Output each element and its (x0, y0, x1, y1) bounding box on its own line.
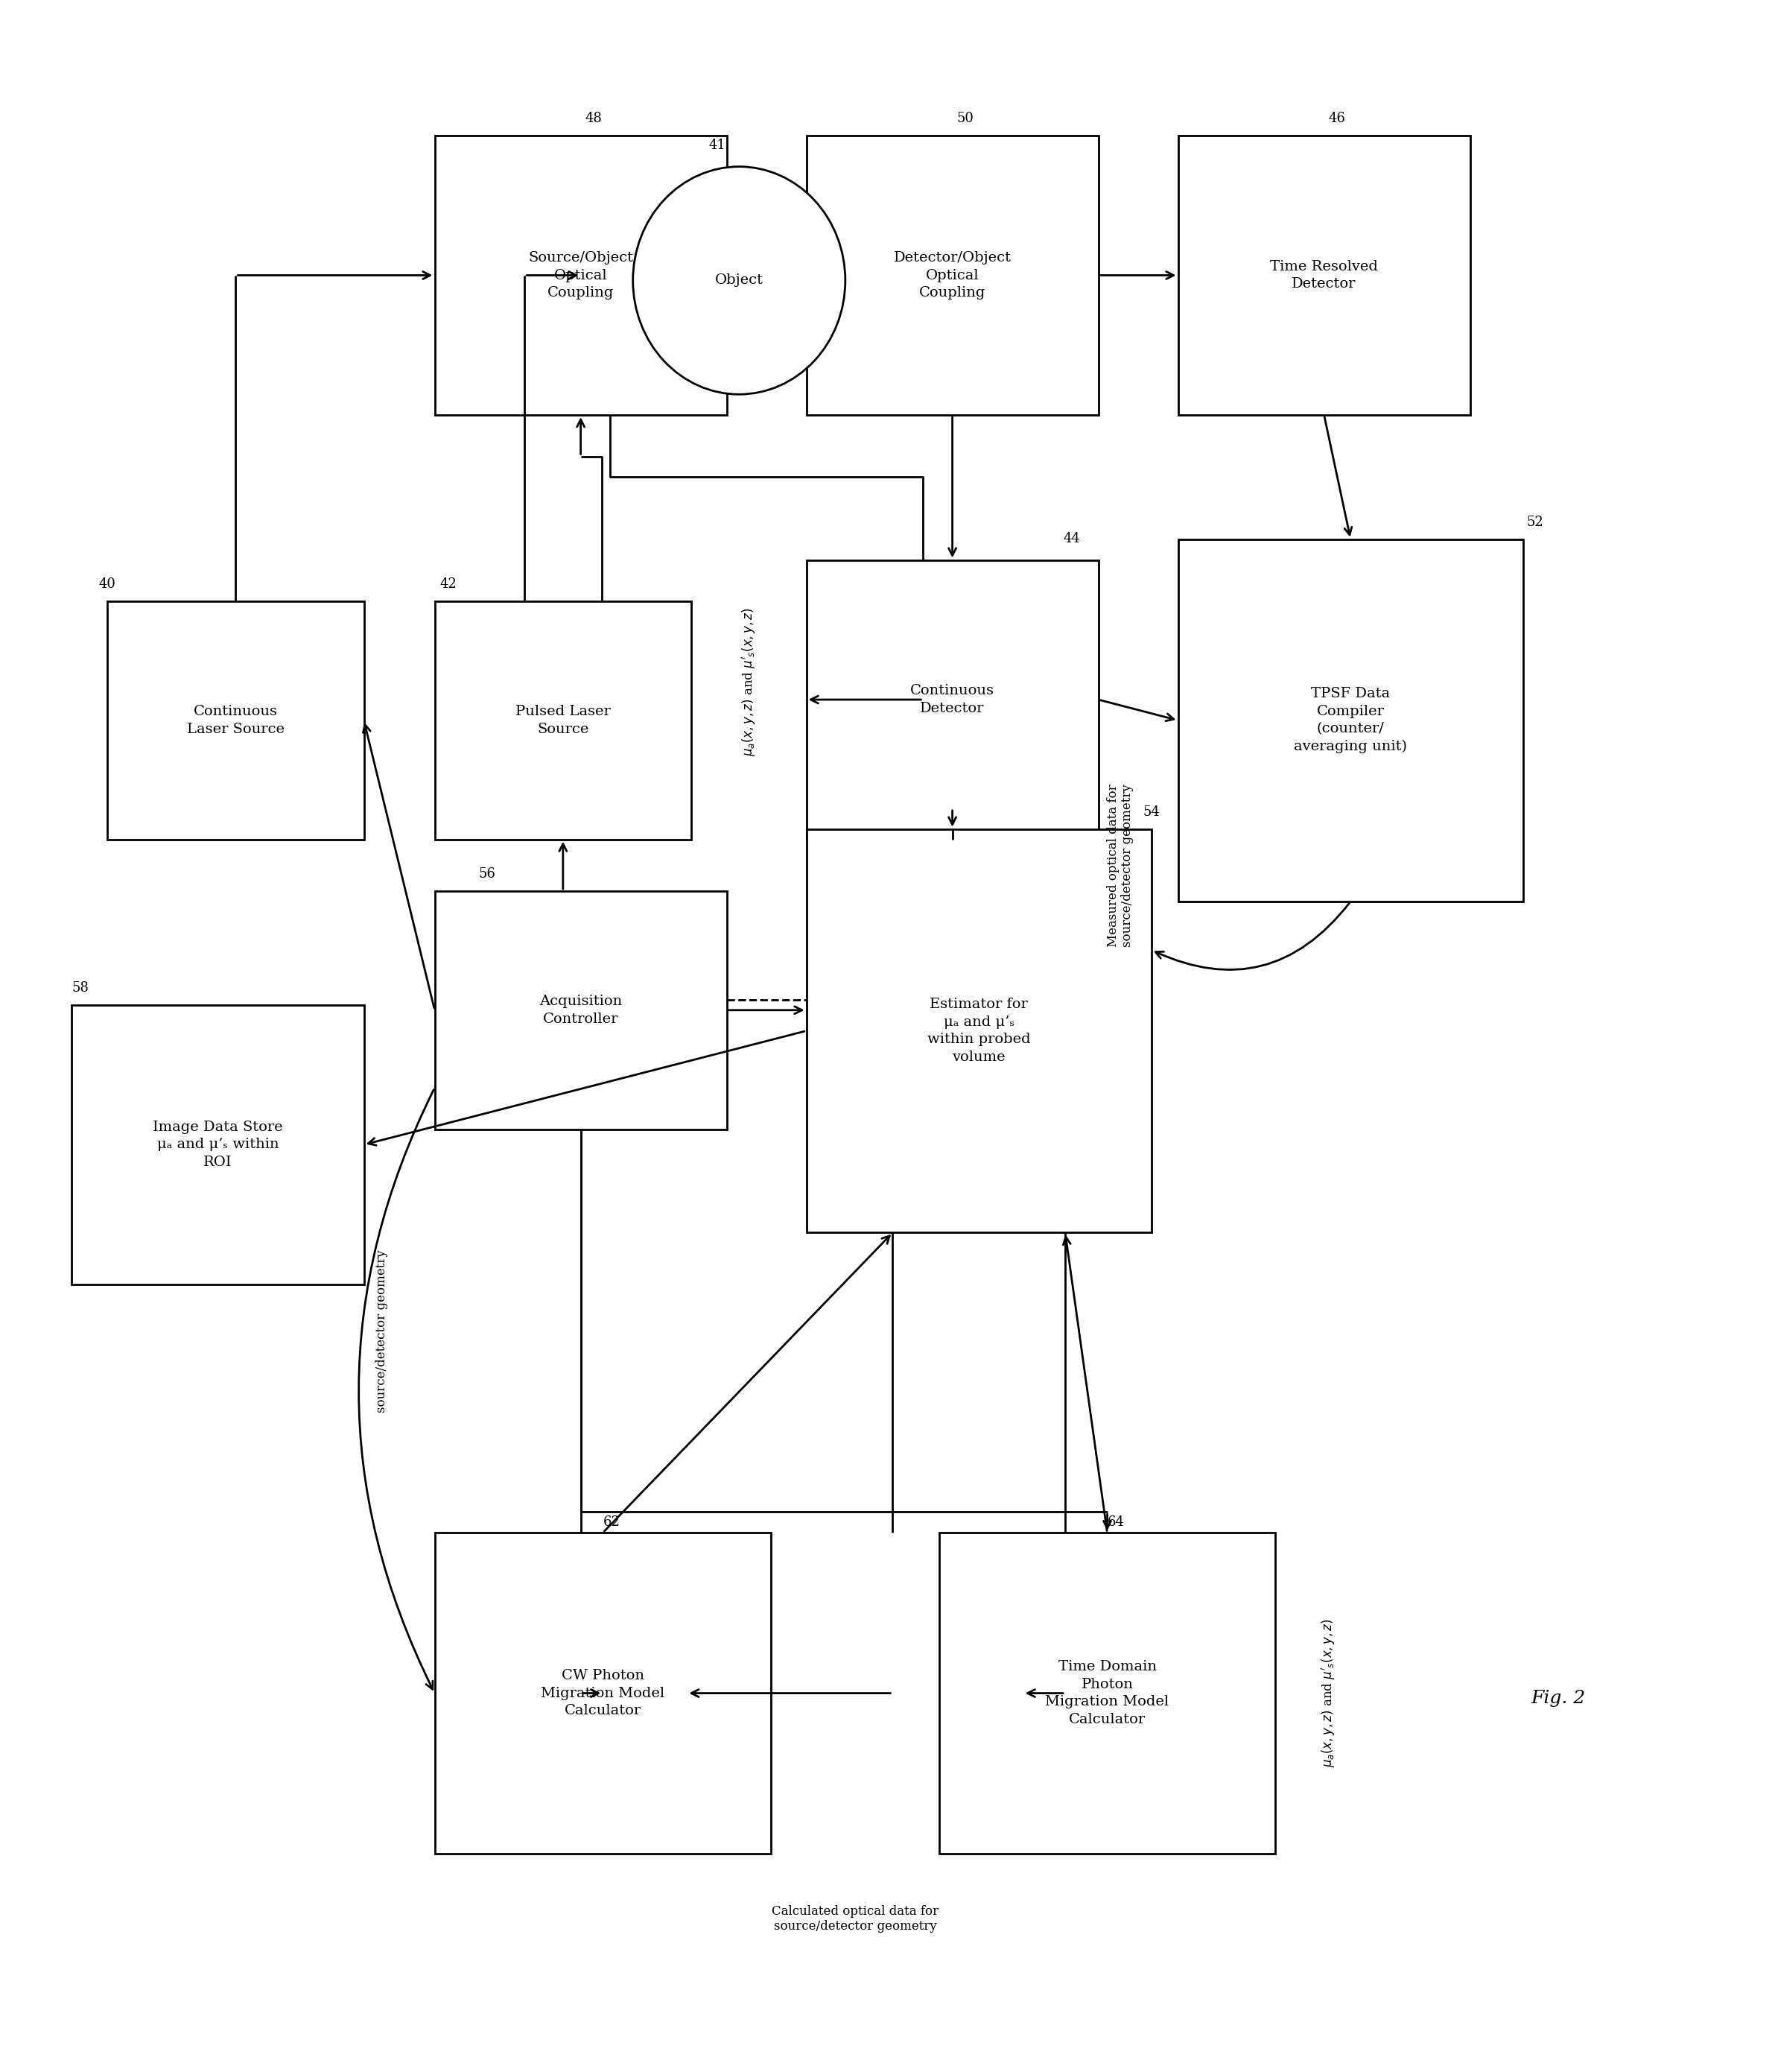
FancyBboxPatch shape (939, 1533, 1276, 1854)
Ellipse shape (633, 166, 845, 394)
Text: 54: 54 (1143, 806, 1159, 818)
Text: Continuous
Laser Source: Continuous Laser Source (186, 704, 284, 736)
Text: 64: 64 (1108, 1515, 1123, 1529)
Text: Estimator for
μₐ and μ’ₛ
within probed
volume: Estimator for μₐ and μ’ₛ within probed v… (927, 999, 1031, 1063)
Text: 40: 40 (99, 578, 115, 591)
FancyBboxPatch shape (108, 601, 363, 839)
FancyBboxPatch shape (434, 135, 727, 414)
Text: 56: 56 (478, 868, 496, 881)
Text: CW Photon
Migration Model
Calculator: CW Photon Migration Model Calculator (540, 1668, 664, 1718)
Text: Detector/Object
Optical
Coupling: Detector/Object Optical Coupling (893, 251, 1012, 300)
FancyBboxPatch shape (806, 829, 1152, 1233)
Text: 44: 44 (1063, 533, 1079, 545)
Text: Object: Object (714, 274, 764, 288)
FancyBboxPatch shape (434, 891, 727, 1129)
Text: Acquisition
Controller: Acquisition Controller (539, 995, 622, 1026)
Text: Fig. 2: Fig. 2 (1531, 1691, 1586, 1707)
Text: 50: 50 (957, 112, 975, 124)
FancyBboxPatch shape (73, 1005, 363, 1285)
Text: 52: 52 (1527, 516, 1543, 528)
Text: $\mu_a(x,y,z)$ and $\mu'_s(x,y,z)$: $\mu_a(x,y,z)$ and $\mu'_s(x,y,z)$ (1320, 1618, 1338, 1767)
Text: 48: 48 (585, 112, 602, 124)
Text: 46: 46 (1329, 112, 1345, 124)
Text: Calculated optical data for
source/detector geometry: Calculated optical data for source/detec… (771, 1906, 939, 1933)
Text: TPSF Data
Compiler
(counter/
averaging unit): TPSF Data Compiler (counter/ averaging u… (1294, 688, 1407, 754)
Text: source/detector geometry: source/detector geometry (376, 1249, 388, 1413)
Text: Image Data Store
μₐ and μ’ₛ within
ROI: Image Data Store μₐ and μ’ₛ within ROI (152, 1121, 284, 1169)
FancyBboxPatch shape (434, 1533, 771, 1854)
Text: Time Resolved
Detector: Time Resolved Detector (1271, 259, 1379, 290)
FancyBboxPatch shape (806, 135, 1099, 414)
FancyBboxPatch shape (1178, 539, 1524, 901)
Text: Measured optical data for
source/detector geometry: Measured optical data for source/detecto… (1106, 783, 1134, 947)
Text: Pulsed Laser
Source: Pulsed Laser Source (516, 704, 611, 736)
Text: 58: 58 (73, 982, 89, 995)
Text: Source/Object
Optical
Coupling: Source/Object Optical Coupling (528, 251, 633, 300)
Text: Time Domain
Photon
Migration Model
Calculator: Time Domain Photon Migration Model Calcu… (1045, 1660, 1170, 1726)
Text: Continuous
Detector: Continuous Detector (911, 684, 994, 715)
Text: 41: 41 (709, 139, 727, 151)
FancyBboxPatch shape (806, 559, 1099, 839)
Text: $\mu_a(x,y,z)$ and $\mu'_s(x,y,z)$: $\mu_a(x,y,z)$ and $\mu'_s(x,y,z)$ (741, 607, 757, 756)
FancyBboxPatch shape (1178, 135, 1471, 414)
Text: 42: 42 (439, 578, 457, 591)
FancyBboxPatch shape (434, 601, 691, 839)
Text: 62: 62 (602, 1515, 620, 1529)
